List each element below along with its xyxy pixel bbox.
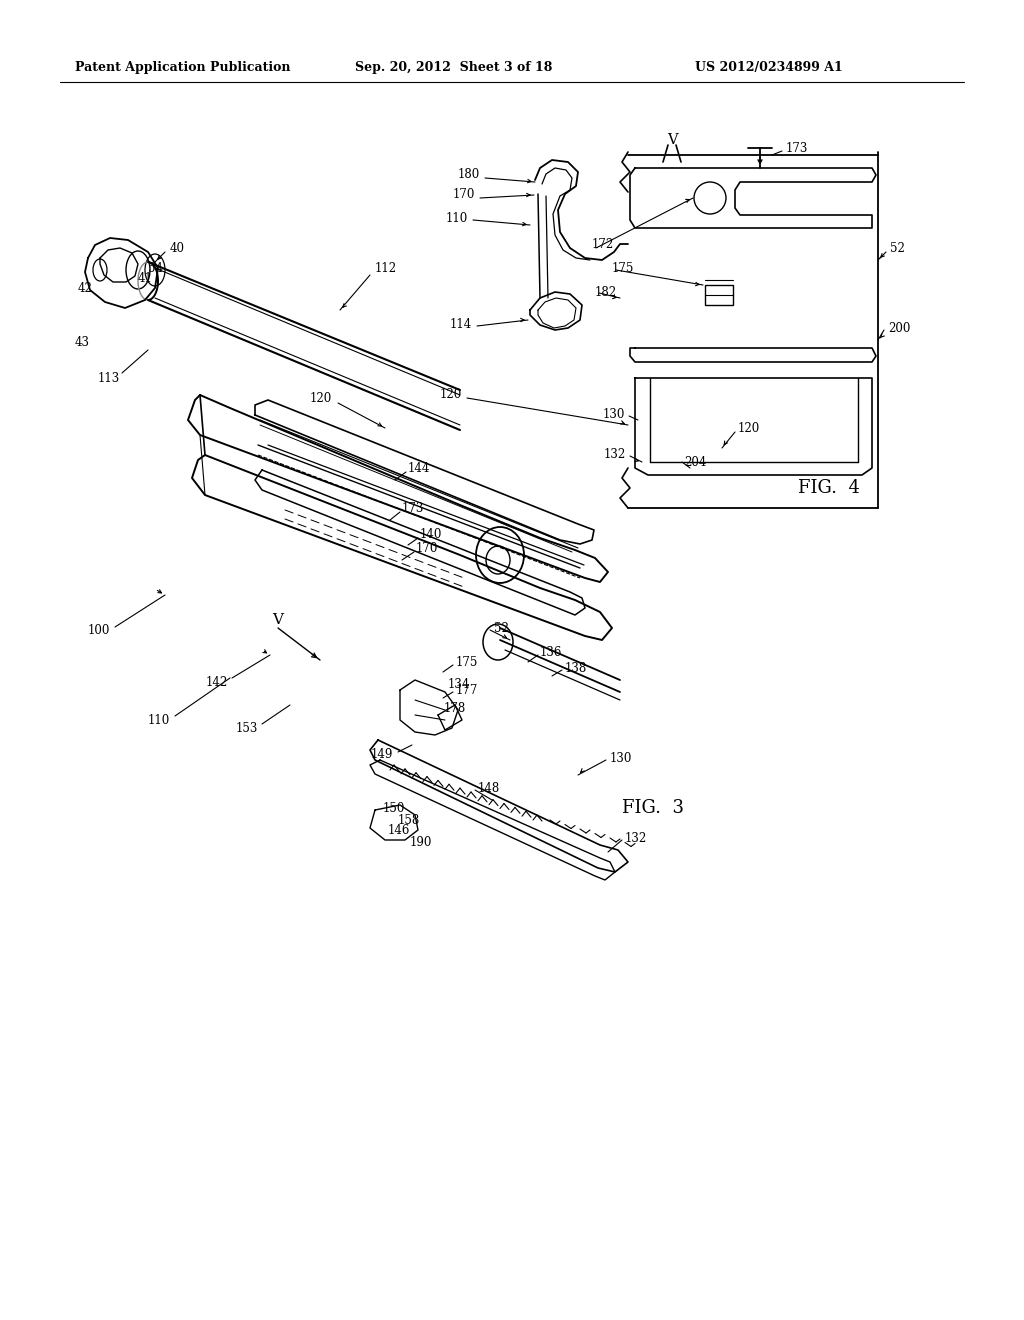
Text: 173: 173 [786, 141, 808, 154]
Text: 148: 148 [478, 781, 501, 795]
Text: 200: 200 [888, 322, 910, 334]
Bar [705, 285, 733, 305]
Text: 43: 43 [75, 335, 90, 348]
Text: 114: 114 [450, 318, 472, 331]
Text: 110: 110 [445, 211, 468, 224]
Text: 41: 41 [138, 272, 153, 285]
Text: 54: 54 [148, 261, 163, 275]
Text: 177: 177 [456, 684, 478, 697]
Text: 170: 170 [453, 189, 475, 202]
Text: 173: 173 [402, 502, 424, 515]
Text: FIG.  3: FIG. 3 [622, 799, 684, 817]
Text: 132: 132 [604, 449, 626, 462]
Text: 110: 110 [147, 714, 170, 726]
Text: 182: 182 [595, 285, 617, 298]
Text: 112: 112 [375, 261, 397, 275]
Text: Patent Application Publication: Patent Application Publication [75, 62, 291, 74]
Text: 52: 52 [494, 622, 509, 635]
Text: 146: 146 [388, 824, 411, 837]
Text: 142: 142 [206, 676, 228, 689]
Text: 42: 42 [77, 281, 92, 294]
Text: 172: 172 [592, 239, 614, 252]
Text: 190: 190 [410, 836, 432, 849]
Text: 40: 40 [170, 242, 185, 255]
Text: 120: 120 [439, 388, 462, 401]
Text: 140: 140 [420, 528, 442, 541]
Text: V: V [667, 133, 677, 147]
Text: 130: 130 [603, 408, 625, 421]
Text: V: V [272, 612, 284, 627]
Text: 138: 138 [565, 661, 587, 675]
Text: 120: 120 [309, 392, 332, 404]
Text: 130: 130 [610, 751, 633, 764]
Text: 136: 136 [540, 645, 562, 659]
Text: 52: 52 [890, 242, 905, 255]
Text: 170: 170 [416, 541, 438, 554]
Text: 158: 158 [398, 813, 420, 826]
Text: 175: 175 [456, 656, 478, 668]
Text: US 2012/0234899 A1: US 2012/0234899 A1 [695, 62, 843, 74]
Text: 178: 178 [444, 701, 466, 714]
Text: 134: 134 [449, 678, 470, 692]
Text: 120: 120 [738, 421, 760, 434]
Text: 153: 153 [236, 722, 258, 734]
Text: 149: 149 [371, 748, 393, 762]
Text: 144: 144 [408, 462, 430, 474]
Text: 132: 132 [625, 832, 647, 845]
Text: 175: 175 [612, 261, 635, 275]
Text: 150: 150 [383, 801, 406, 814]
Text: Sep. 20, 2012  Sheet 3 of 18: Sep. 20, 2012 Sheet 3 of 18 [355, 62, 552, 74]
Text: 180: 180 [458, 169, 480, 181]
Text: FIG.  4: FIG. 4 [798, 479, 860, 498]
Text: 100: 100 [88, 623, 110, 636]
Text: 204: 204 [684, 455, 707, 469]
Text: 113: 113 [97, 371, 120, 384]
